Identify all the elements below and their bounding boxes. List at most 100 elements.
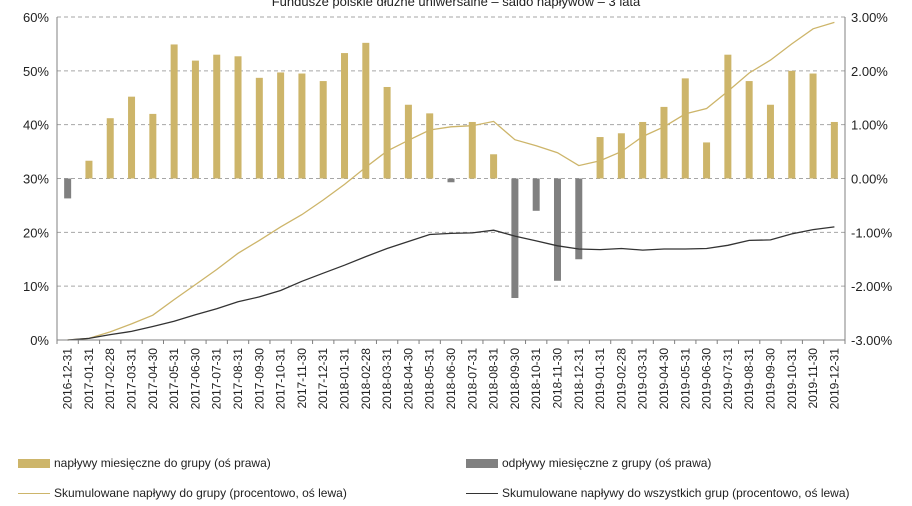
bar-inflow xyxy=(468,121,476,179)
bar-inflow xyxy=(106,118,114,179)
bar-inflow xyxy=(788,70,796,179)
bar-inflow xyxy=(191,60,199,179)
y-left-tick-label: 50% xyxy=(23,64,49,79)
bar-inflow xyxy=(234,56,242,179)
bar-inflow xyxy=(383,86,391,179)
line-cumulative-group xyxy=(67,21,835,341)
bar-inflow xyxy=(809,73,817,179)
chart: Fundusze polskie dłużne uniwersalne – sa… xyxy=(23,0,893,410)
bar-outflow xyxy=(447,178,455,183)
bar-inflow xyxy=(85,160,93,179)
bar-inflow xyxy=(362,42,370,179)
bar-inflow xyxy=(703,142,711,179)
x-tick-label: 2018-07-31 xyxy=(465,348,479,410)
y-left-tick-label: 10% xyxy=(23,279,49,294)
bar-inflow xyxy=(426,113,434,179)
bar-outflow xyxy=(64,178,72,199)
x-tick-label: 2018-11-30 xyxy=(550,348,564,409)
bar-inflow xyxy=(490,154,498,179)
x-tick-label: 2018-04-30 xyxy=(401,348,415,410)
axes xyxy=(56,17,846,344)
y-left-tick-label: 40% xyxy=(23,118,49,133)
y-right-tick-label: -3.00% xyxy=(851,333,893,348)
bar-inflow xyxy=(149,113,157,179)
x-tick-label: 2018-09-30 xyxy=(508,348,522,410)
legend-line-all: Skumulowane napływy do wszystkich grup (… xyxy=(466,486,850,500)
bar-inflow xyxy=(170,44,178,179)
legend-swatch-outflows xyxy=(466,458,498,468)
bar-inflow xyxy=(617,133,625,179)
y-left-tick-label: 20% xyxy=(23,225,49,240)
x-tick-label: 2018-01-31 xyxy=(338,348,352,410)
x-tick-label: 2017-06-30 xyxy=(188,348,202,410)
bar-inflow xyxy=(277,72,285,179)
y-right-tick-label: -2.00% xyxy=(851,279,893,294)
bar-outflow xyxy=(553,178,561,281)
bar-inflow xyxy=(319,81,327,179)
bar-inflow xyxy=(724,54,732,179)
x-tick-label: 2017-08-31 xyxy=(231,348,245,410)
y-axis-right-labels: -3.00% -2.00% -1.00% 0.00% 1.00% 2.00% 3.00% xyxy=(851,10,893,348)
x-tick-label: 2018-10-31 xyxy=(529,348,543,410)
bar-outflow xyxy=(511,178,519,299)
y-right-tick-label: -1.00% xyxy=(851,225,893,240)
legend-swatch-inflows xyxy=(18,458,50,468)
chart-title: Fundusze polskie dłużne uniwersalne – sa… xyxy=(272,0,641,9)
x-tick-label: 2019-09-30 xyxy=(763,348,777,410)
bars xyxy=(64,42,838,299)
bar-inflow xyxy=(745,81,753,179)
x-tick-label: 2017-04-30 xyxy=(146,348,160,410)
x-tick-label: 2019-07-31 xyxy=(721,348,735,410)
line-cumulative-all xyxy=(67,226,835,341)
bar-inflow xyxy=(341,53,349,179)
bar-inflow xyxy=(639,121,647,179)
bar-inflow xyxy=(766,104,774,179)
y-right-tick-label: 2.00% xyxy=(851,64,888,79)
legend-label-outflows: odpływy miesięczne z grupy (oś prawa) xyxy=(502,456,712,470)
x-tick-label: 2019-03-31 xyxy=(636,348,650,410)
y-left-tick-label: 30% xyxy=(23,172,49,187)
legend-label-inflows: napływy miesięczne do grupy (oś prawa) xyxy=(54,456,271,470)
bar-inflow xyxy=(681,78,689,179)
x-tick-label: 2017-12-31 xyxy=(316,348,330,410)
x-tick-label: 2019-11-30 xyxy=(806,348,820,409)
legend-swatch-line-group xyxy=(18,492,50,494)
bar-outflow xyxy=(575,178,583,260)
x-tick-label: 2019-12-31 xyxy=(827,348,841,410)
x-tick-label: 2019-01-31 xyxy=(593,348,607,410)
x-tick-label: 2017-10-31 xyxy=(274,348,288,410)
x-axis-category-labels: 2016-12-31 2017-01-31 2017-02-28 2017-03-31… xyxy=(61,348,842,410)
x-tick-label: 2018-03-31 xyxy=(380,348,394,410)
y-right-tick-label: 3.00% xyxy=(851,10,888,25)
bar-inflow xyxy=(213,54,221,179)
bar-inflow xyxy=(596,137,604,179)
x-tick-label: 2018-02-28 xyxy=(359,348,373,410)
legend-swatch-line-all xyxy=(466,492,498,494)
x-tick-label: 2019-05-31 xyxy=(678,348,692,410)
x-tick-label: 2018-05-31 xyxy=(423,348,437,410)
x-tick-label: 2018-08-31 xyxy=(487,348,501,410)
x-tick-label: 2017-09-30 xyxy=(252,348,266,410)
x-tick-label: 2017-11-30 xyxy=(295,348,309,409)
x-tick-label: 2017-07-31 xyxy=(210,348,224,410)
y-left-tick-label: 0% xyxy=(30,333,49,348)
x-tick-label: 2017-05-31 xyxy=(167,348,181,410)
legend-label-line-group: Skumulowane napływy do grupy (procentowo… xyxy=(54,486,347,500)
legend-line-group: Skumulowane napływy do grupy (procentowo… xyxy=(18,486,347,500)
bar-inflow xyxy=(255,77,263,179)
x-tick-label: 2019-02-28 xyxy=(614,348,628,410)
legend-bar-inflows: napływy miesięczne do grupy (oś prawa) xyxy=(18,456,271,470)
bar-inflow xyxy=(660,106,668,179)
bar-inflow xyxy=(128,96,136,179)
y-right-tick-label: 0.00% xyxy=(851,172,888,187)
x-tick-label: 2018-12-31 xyxy=(572,348,586,410)
legend-label-line-all: Skumulowane napływy do wszystkich grup (… xyxy=(502,486,850,500)
x-tick-label: 2019-04-30 xyxy=(657,348,671,410)
x-tick-label: 2019-06-30 xyxy=(700,348,714,410)
legend-bar-outflows: odpływy miesięczne z grupy (oś prawa) xyxy=(466,456,711,470)
bar-inflow xyxy=(404,104,412,179)
x-tick-label: 2017-02-28 xyxy=(103,348,117,410)
x-tick-label: 2017-03-31 xyxy=(125,348,139,410)
x-tick-label: 2018-06-30 xyxy=(444,348,458,410)
bar-inflow xyxy=(298,73,306,179)
